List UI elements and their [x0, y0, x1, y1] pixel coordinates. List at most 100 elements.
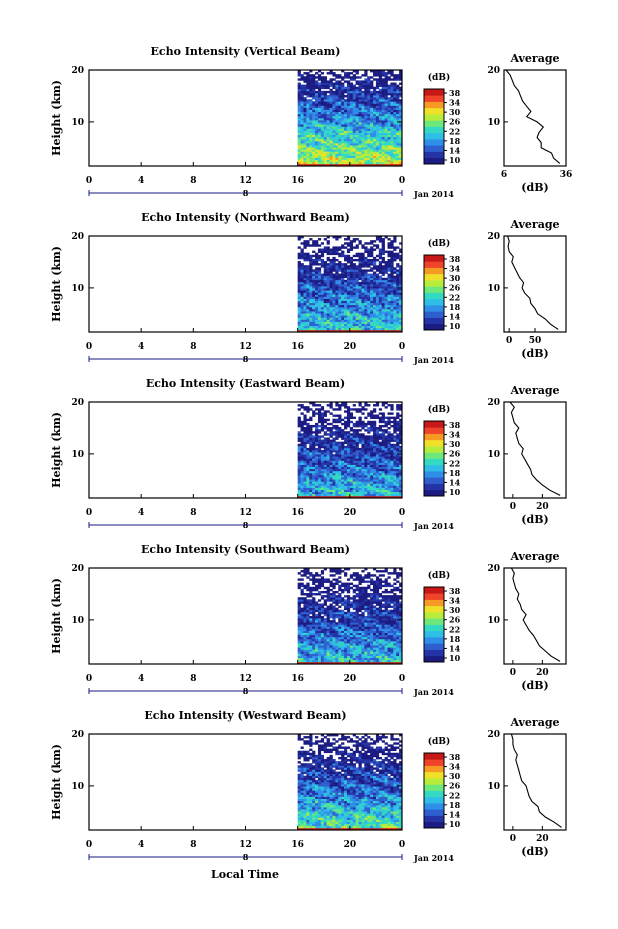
heatmap-cell [355, 645, 359, 648]
heatmap-cell [300, 140, 304, 144]
heatmap-cell [329, 296, 333, 299]
heatmap-cell [300, 412, 304, 415]
heatmap-cell [335, 265, 339, 268]
heatmap-cell [329, 124, 333, 127]
heatmap-cell [378, 279, 383, 283]
heatmap-cell [323, 277, 327, 281]
heatmap-cell [355, 445, 359, 449]
heatmap-cell [352, 271, 356, 274]
heatmap-cell [317, 140, 322, 144]
heatmap-cell [361, 265, 365, 268]
heatmap-cell [384, 329, 388, 333]
heatmap-cell [396, 485, 400, 488]
heatmap-cell [384, 145, 388, 148]
heatmap-cell [326, 325, 330, 329]
heatmap-cell [375, 416, 380, 419]
heatmap-cell [326, 327, 330, 331]
heatmap-cell [387, 311, 391, 314]
heatmap-cell [393, 483, 397, 486]
heatmap-cell [320, 435, 325, 438]
heatmap-cell [300, 647, 304, 650]
heatmap-cell [358, 418, 362, 422]
heatmap-cell [346, 306, 351, 310]
heatmap-cell [332, 103, 336, 106]
heatmap-cell [361, 281, 365, 285]
heatmap-cell [393, 321, 397, 324]
heatmap-cell [300, 481, 304, 484]
heatmap-cell [364, 416, 368, 419]
heatmap-cell [396, 122, 400, 125]
heatmap-cell [378, 493, 383, 497]
heatmap-cell [346, 122, 351, 125]
heatmap-cell [329, 464, 333, 467]
heatmap-cell [332, 113, 336, 117]
heatmap-cell [332, 138, 336, 142]
heatmap-cell [387, 273, 391, 276]
heatmap-cell [370, 475, 374, 478]
heatmap-cell [346, 466, 351, 470]
heatmap-cell [367, 302, 371, 306]
heatmap-cell [312, 111, 316, 115]
heatmap-cell [396, 321, 400, 324]
heatmap-cell [332, 477, 336, 480]
heatmap-cell [358, 155, 362, 158]
heatmap-cell [393, 292, 397, 295]
heatmap-cell [370, 437, 374, 440]
heatmap-cell [381, 111, 385, 115]
heatmap-cell [297, 157, 301, 161]
heatmap-cell [346, 313, 351, 316]
heatmap-cell [320, 479, 325, 482]
heatmap-cell [297, 481, 301, 484]
heatmap-cell [335, 645, 339, 648]
heatmap-cell [361, 105, 365, 108]
heatmap-cell [378, 269, 383, 272]
heatmap-cell [381, 288, 385, 291]
heatmap-cell [358, 101, 362, 104]
heatmap-cell [329, 422, 333, 426]
heatmap-cell [349, 464, 354, 467]
heatmap-cell [346, 659, 351, 663]
heatmap-cell [373, 495, 377, 499]
heatmap-cell [315, 315, 319, 318]
heatmap-cell [297, 290, 301, 293]
heatmap-cell [306, 290, 310, 293]
heatmap-cell [341, 315, 345, 318]
colorbar-segment [424, 464, 444, 472]
heatmap-cell [317, 271, 322, 274]
heatmap-cell [338, 90, 342, 94]
heatmap-cell [335, 161, 339, 165]
heatmap-cell [335, 306, 339, 310]
heatmap-cell [364, 99, 368, 102]
heatmap-cell [370, 485, 374, 488]
heatmap-cell [387, 290, 391, 293]
heatmap-cell [332, 319, 336, 322]
heatmap-cell [332, 252, 336, 256]
heatmap-cell [329, 481, 333, 484]
heatmap-cell [320, 321, 325, 324]
heatmap-cell [390, 443, 394, 447]
heatmap-cell [335, 477, 339, 480]
heatmap-cell [303, 443, 307, 447]
heatmap-cell [309, 296, 313, 299]
heatmap-cell [303, 319, 307, 322]
heatmap-cell [361, 470, 365, 474]
heatmap-cell [361, 456, 365, 459]
heatmap-cell [323, 487, 327, 490]
heatmap-cell [352, 460, 356, 463]
heatmap-cell [344, 161, 348, 165]
heatmap-cell [361, 441, 365, 445]
heatmap-cell [373, 86, 377, 90]
heatmap-cell [306, 309, 310, 312]
heatmap-cell [317, 468, 322, 472]
heatmap-cell [375, 659, 380, 663]
heatmap-cell [303, 124, 307, 127]
heatmap-cell [378, 460, 383, 463]
heatmap-cell [399, 242, 403, 245]
heatmap-cell [396, 645, 400, 648]
heatmap-cell [317, 153, 322, 156]
heatmap-cell [317, 290, 322, 293]
heatmap-cell [346, 105, 351, 108]
heatmap-cell [346, 95, 351, 98]
heatmap-cell [317, 475, 322, 478]
heatmap-cell [381, 435, 385, 438]
